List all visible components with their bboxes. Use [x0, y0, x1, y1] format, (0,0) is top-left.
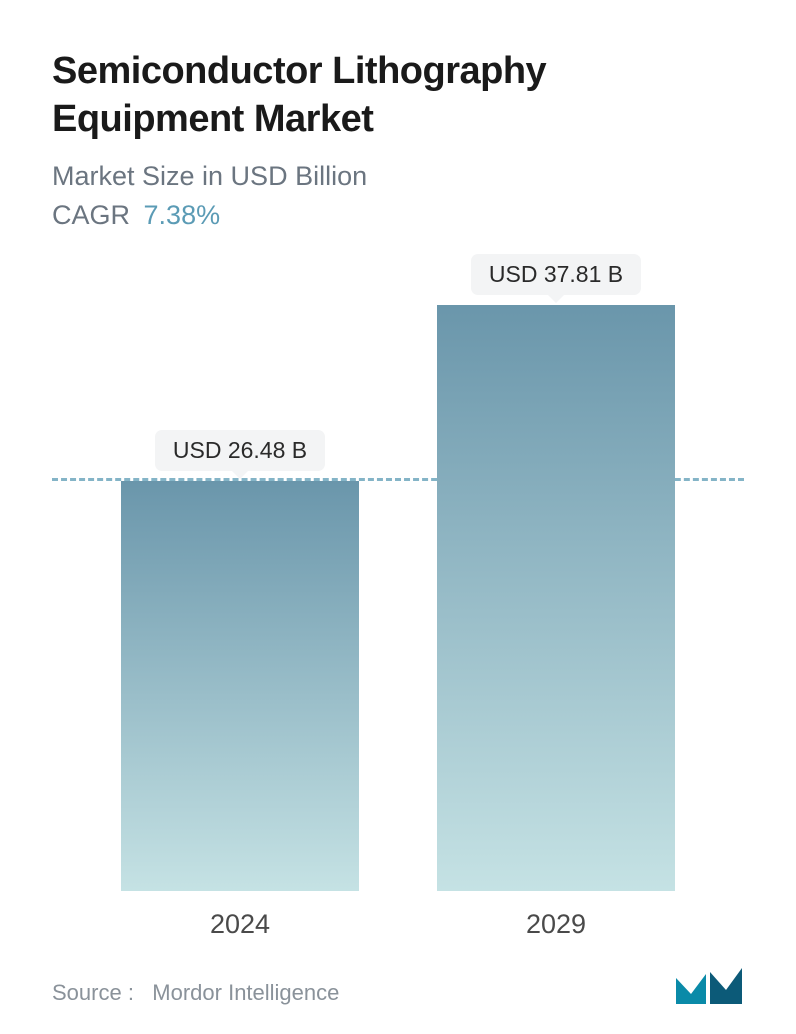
x-tick-label: 2024: [110, 909, 370, 940]
x-axis-labels: 2024 2029: [52, 891, 744, 940]
chart-footer: Source : Mordor Intelligence: [52, 940, 744, 1034]
chart-subtitle: Market Size in USD Billion: [52, 161, 744, 192]
cagr-label: CAGR: [52, 200, 130, 230]
chart-title: Semiconductor Lithography Equipment Mark…: [52, 48, 744, 143]
bar-group: USD 37.81 B: [426, 254, 686, 891]
cagr-line: CAGR 7.38%: [52, 200, 744, 231]
plot-region: USD 26.48 BUSD 37.81 B: [52, 271, 744, 891]
chart-area: USD 26.48 BUSD 37.81 B 2024 2029 Source :…: [52, 271, 744, 1034]
bars-container: USD 26.48 BUSD 37.81 B: [52, 271, 744, 891]
cagr-value: 7.38%: [144, 200, 221, 230]
bar-group: USD 26.48 B: [110, 430, 370, 891]
bar: [437, 305, 675, 891]
mordor-logo-icon: [674, 966, 744, 1006]
bar-value-label: USD 26.48 B: [155, 430, 325, 471]
source-label: Source :: [52, 980, 134, 1005]
source-name: Mordor Intelligence: [152, 980, 339, 1005]
chart-card: Semiconductor Lithography Equipment Mark…: [0, 0, 796, 1034]
bar-value-label: USD 37.81 B: [471, 254, 641, 295]
bar: [121, 481, 359, 891]
x-tick-label: 2029: [426, 909, 686, 940]
source-text: Source : Mordor Intelligence: [52, 980, 339, 1006]
